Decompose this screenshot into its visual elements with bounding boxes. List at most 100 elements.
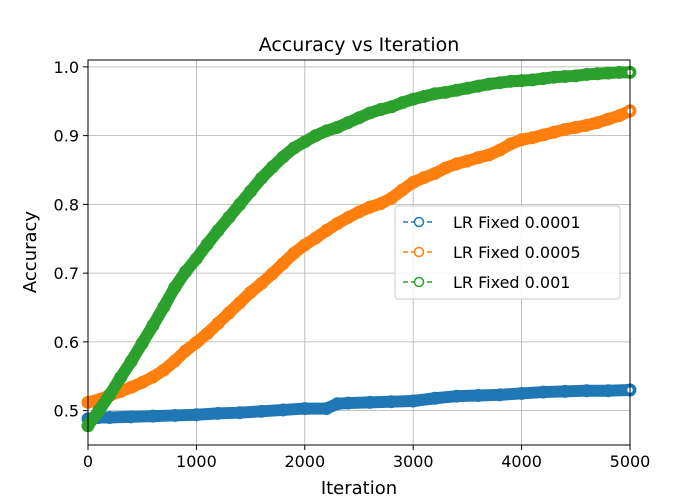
x-tick-label: 0	[83, 452, 93, 471]
data-point	[168, 281, 182, 295]
data-point	[504, 137, 518, 151]
data-point	[590, 67, 604, 81]
data-point	[189, 336, 203, 350]
data-point	[385, 100, 399, 114]
data-point	[558, 70, 572, 83]
data-point	[244, 285, 258, 299]
data-point	[254, 404, 268, 418]
y-tick-label: 0.9	[54, 127, 79, 146]
data-point	[114, 371, 128, 385]
data-point	[504, 74, 518, 88]
data-point	[417, 89, 431, 103]
data-point	[406, 92, 420, 106]
x-tick-label: 3000	[393, 452, 434, 471]
data-point	[493, 76, 507, 90]
data-point	[450, 389, 464, 403]
data-point	[352, 111, 366, 125]
data-point	[244, 184, 258, 198]
data-point	[135, 336, 149, 350]
data-point	[363, 395, 377, 409]
data-point	[439, 85, 453, 99]
legend-label: LR Fixed 0.0005	[453, 243, 581, 262]
data-point	[536, 72, 550, 86]
y-tick-label: 0.6	[54, 333, 79, 352]
data-point	[135, 375, 149, 389]
data-point	[103, 388, 117, 402]
data-point	[124, 410, 138, 424]
x-tick-label: 1000	[176, 452, 217, 471]
data-point	[254, 171, 268, 185]
data-point	[460, 154, 474, 168]
data-point	[265, 160, 279, 174]
chart-title: Accuracy vs Iteration	[259, 34, 460, 56]
x-tick-label: 2000	[284, 452, 325, 471]
data-point	[601, 66, 615, 80]
data-point	[417, 171, 431, 185]
data-point	[515, 133, 529, 147]
data-point	[547, 125, 561, 139]
data-point	[450, 83, 464, 97]
data-point	[395, 183, 409, 197]
legend-label: LR Fixed 0.001	[453, 273, 570, 292]
data-point	[590, 116, 604, 130]
data-point	[374, 197, 388, 211]
data-point	[222, 306, 236, 320]
data-point	[298, 135, 312, 149]
data-point	[428, 166, 442, 180]
legend-swatch-marker	[413, 246, 425, 258]
data-point	[580, 118, 594, 132]
x-axis-ticks: 0 1000 2000 3000 4000 5000	[83, 445, 650, 471]
data-point	[569, 120, 583, 134]
data-point	[569, 69, 583, 83]
data-point	[482, 77, 496, 91]
data-point	[200, 237, 214, 251]
data-point	[385, 395, 399, 409]
data-point	[363, 106, 377, 120]
legend-item: LR Fixed 0.001	[403, 273, 570, 292]
data-point	[471, 151, 485, 165]
data-point	[536, 128, 550, 142]
data-point	[146, 318, 160, 332]
data-point	[330, 217, 344, 231]
data-point	[493, 388, 507, 402]
data-point	[179, 265, 193, 279]
data-point	[558, 122, 572, 136]
data-point	[493, 143, 507, 157]
legend-label: LR Fixed 0.0001	[453, 213, 581, 232]
series-2	[81, 104, 637, 409]
data-point	[330, 397, 344, 411]
data-point	[168, 354, 182, 368]
data-point	[298, 402, 312, 416]
data-point	[319, 124, 333, 138]
y-tick-label: 0.7	[54, 264, 79, 283]
data-point	[319, 402, 333, 416]
data-point	[612, 65, 626, 79]
data-point	[428, 391, 442, 405]
x-axis-label: Iteration	[321, 478, 397, 499]
data-point	[601, 112, 615, 126]
x-tick-label: 4000	[501, 452, 542, 471]
data-point	[189, 408, 203, 422]
data-point	[547, 70, 561, 84]
data-point	[157, 363, 171, 377]
y-tick-label: 0.5	[54, 402, 79, 421]
data-point	[460, 81, 474, 95]
data-point	[558, 384, 572, 398]
data-point	[233, 296, 247, 310]
data-point	[601, 384, 615, 398]
data-point	[309, 129, 323, 143]
legend-item: LR Fixed 0.0001	[403, 213, 581, 232]
plot-frame	[87, 59, 631, 446]
legend-box	[394, 205, 621, 300]
data-point	[395, 96, 409, 110]
data-point	[276, 150, 290, 164]
data-point	[103, 411, 117, 424]
data-point	[146, 409, 160, 423]
legend: LR Fixed 0.0001 LR Fixed 0.0005 LR Fixed 0…	[394, 205, 621, 300]
legend-swatch-marker	[413, 216, 425, 228]
data-point	[168, 408, 182, 422]
data-point	[157, 300, 171, 314]
legend-item: LR Fixed 0.0005	[403, 243, 581, 262]
